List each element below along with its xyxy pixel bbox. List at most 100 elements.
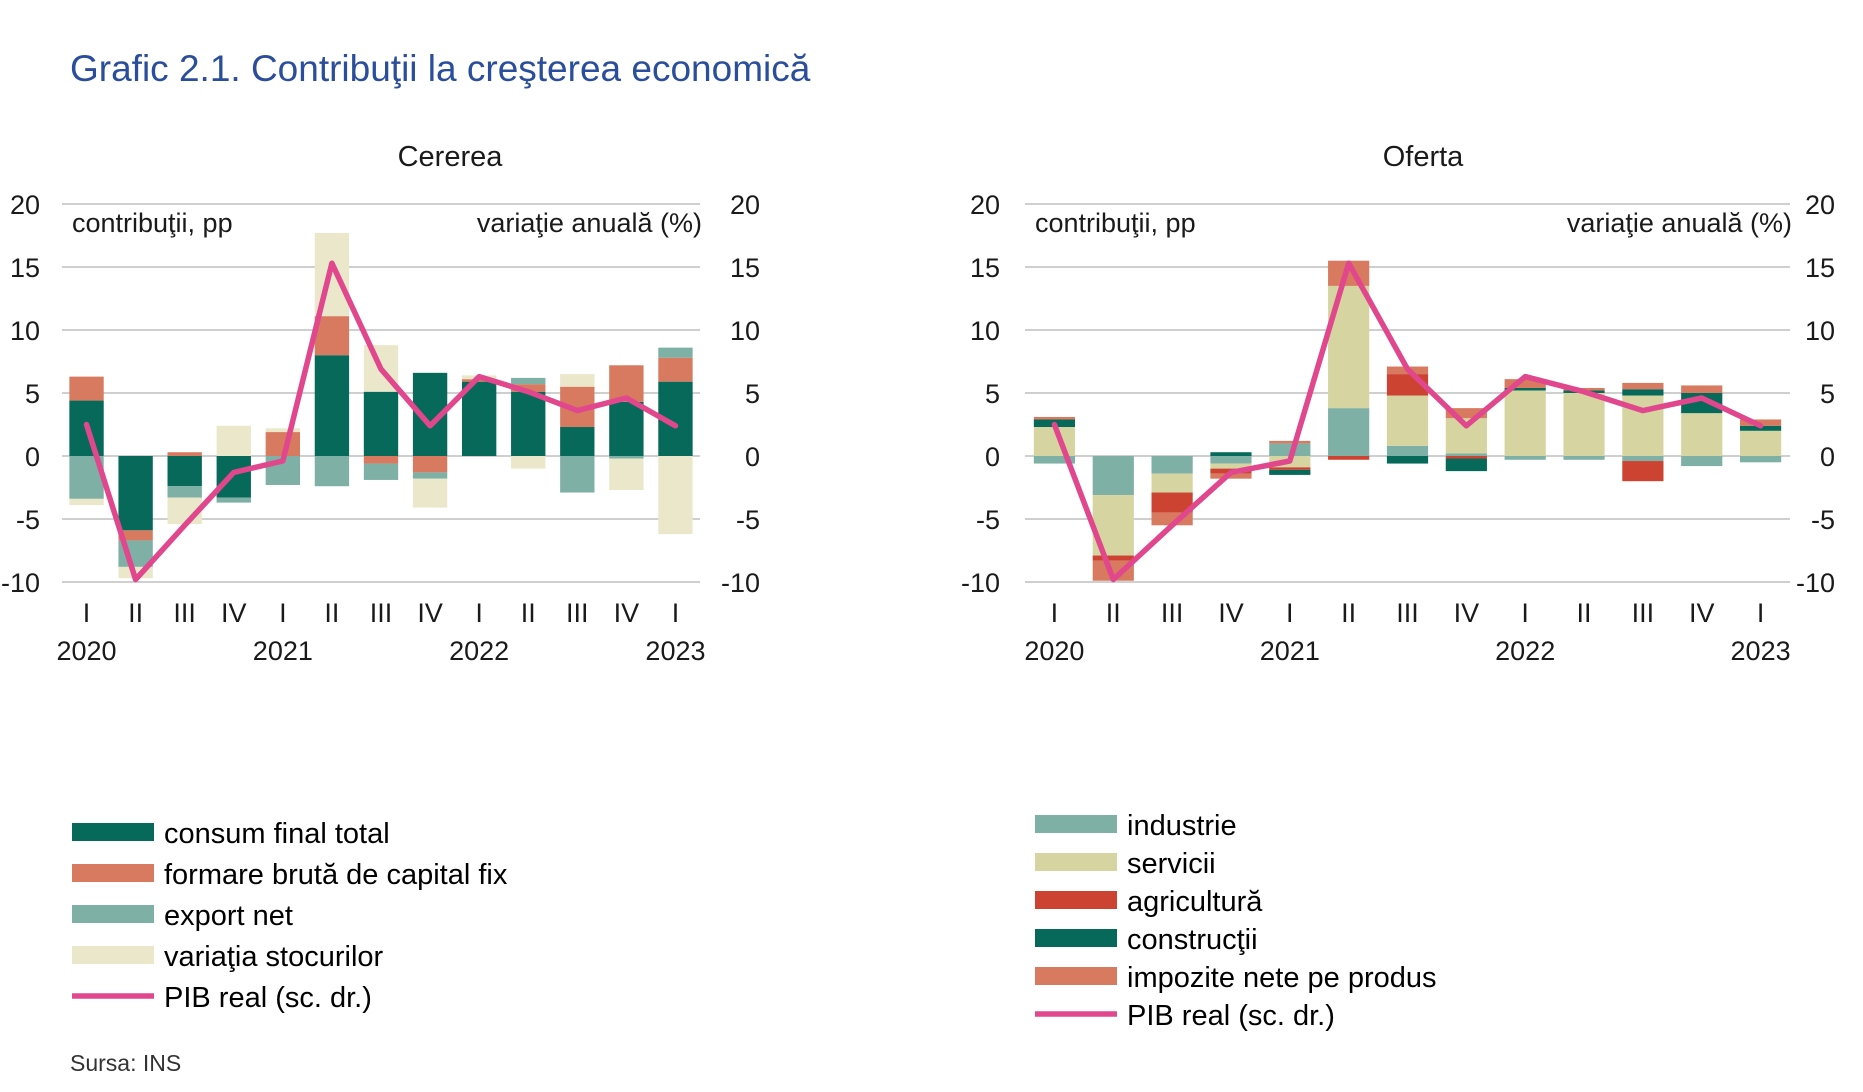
legend-label: consum final total bbox=[164, 818, 390, 850]
legend-label: PIB real (sc. dr.) bbox=[164, 982, 372, 1014]
x-tick-label: II bbox=[521, 598, 536, 628]
bar-segment bbox=[1563, 456, 1605, 460]
bar-segment bbox=[1386, 395, 1429, 446]
x-tick-label: III bbox=[1632, 598, 1655, 628]
bar-segment bbox=[1504, 379, 1546, 388]
bar-segment bbox=[1269, 440, 1311, 444]
bar-segment bbox=[1269, 467, 1311, 470]
bar-segment bbox=[314, 355, 350, 456]
bar-segment bbox=[118, 456, 153, 531]
bar-segment bbox=[511, 456, 546, 469]
right-tick-label: 0 bbox=[1820, 442, 1835, 472]
right-tick-label: 10 bbox=[1805, 316, 1835, 346]
line-pib-real bbox=[1051, 260, 1764, 583]
legend-label: construcţii bbox=[1127, 924, 1258, 956]
bar-segment bbox=[412, 456, 448, 473]
left-tick-label: 0 bbox=[25, 442, 40, 472]
bar-segment bbox=[1092, 560, 1134, 581]
year-label: 2021 bbox=[253, 636, 313, 666]
right-tick-label: -5 bbox=[736, 505, 760, 535]
bar-segment bbox=[560, 374, 595, 387]
left-tick-label: 15 bbox=[10, 253, 40, 283]
bar-segment bbox=[1151, 456, 1193, 474]
page-title: Grafic 2.1. Contribuţii la creşterea eco… bbox=[70, 48, 811, 89]
bar-segment bbox=[1739, 419, 1782, 426]
bar-segment bbox=[1092, 555, 1134, 561]
year-label: 2020 bbox=[1024, 636, 1084, 666]
left-tick-label: 20 bbox=[970, 190, 1000, 220]
bar-segment bbox=[1622, 456, 1664, 462]
legend-label: formare brută de capital fix bbox=[164, 859, 508, 891]
x-tick-label: III bbox=[370, 598, 393, 628]
bar-segment bbox=[461, 381, 497, 456]
bar-segment bbox=[1269, 443, 1311, 456]
right-tick-label: 15 bbox=[730, 253, 760, 283]
x-tick-label: IV bbox=[417, 598, 443, 628]
right-tick-label: 10 bbox=[730, 316, 760, 346]
left-tick-label: 20 bbox=[10, 190, 40, 220]
right-tick-label: 5 bbox=[745, 379, 760, 409]
left-tick-label: 0 bbox=[985, 442, 1000, 472]
bar-segment bbox=[1445, 408, 1487, 419]
bar-segment bbox=[1622, 461, 1664, 482]
legend-swatch bbox=[1035, 815, 1117, 833]
bar-segment bbox=[1092, 456, 1134, 496]
bar-segment bbox=[1504, 390, 1546, 456]
x-tick-label: II bbox=[1577, 598, 1592, 628]
bar-segment bbox=[265, 432, 301, 456]
bar-segment bbox=[167, 456, 202, 487]
x-tick-label: I bbox=[475, 598, 483, 628]
year-label: 2021 bbox=[1260, 636, 1320, 666]
bar-segment bbox=[1151, 492, 1193, 513]
bar-segment bbox=[167, 452, 202, 456]
legend-swatch bbox=[72, 823, 154, 841]
bar-segment bbox=[412, 478, 448, 508]
bar-segment bbox=[1328, 456, 1370, 460]
bar-segment bbox=[363, 391, 399, 456]
bar-segment bbox=[363, 463, 399, 480]
legend-label: industrie bbox=[1127, 810, 1237, 842]
bar-segment bbox=[658, 347, 693, 358]
bar-segment bbox=[658, 456, 693, 535]
chart-cererea: Cererea contribuţii, pp variaţie anuală (%… bbox=[1, 141, 760, 1014]
bar-segment bbox=[1681, 456, 1723, 467]
bar-segment bbox=[412, 472, 448, 479]
x-tick-label: IV bbox=[221, 598, 247, 628]
bar-segment bbox=[1210, 463, 1252, 469]
legend-label: agricultură bbox=[1127, 886, 1263, 918]
x-tick-label: I bbox=[1051, 598, 1059, 628]
bar-segment bbox=[658, 357, 693, 382]
left-tick-label: -10 bbox=[1, 568, 40, 598]
legend-swatch bbox=[1035, 929, 1117, 947]
x-tick-label: II bbox=[128, 598, 143, 628]
right-tick-label: 20 bbox=[1805, 190, 1835, 220]
legend-label: servicii bbox=[1127, 848, 1216, 880]
x-tick-label: I bbox=[83, 598, 91, 628]
bar-segment bbox=[1386, 456, 1429, 464]
bar-segment bbox=[560, 427, 595, 456]
left-tick-label: 10 bbox=[970, 316, 1000, 346]
x-tick-label: III bbox=[1396, 598, 1419, 628]
bar-segment bbox=[167, 486, 202, 498]
bar-segment bbox=[609, 456, 644, 459]
bar-segment bbox=[1210, 456, 1252, 464]
left-tick-label: 5 bbox=[25, 379, 40, 409]
legend-label: variaţia stocurilor bbox=[164, 941, 384, 973]
bar-segment bbox=[1033, 456, 1076, 464]
bar-segment bbox=[1563, 393, 1605, 456]
legend-swatch bbox=[1035, 891, 1117, 909]
bar-segment bbox=[314, 316, 350, 356]
chart-title: Oferta bbox=[1383, 141, 1464, 173]
bar-segment bbox=[511, 391, 546, 456]
x-tick-label: II bbox=[1341, 598, 1356, 628]
right-axis-label: variaţie anuală (%) bbox=[477, 208, 702, 238]
bar-segment bbox=[265, 428, 301, 433]
line-pib-real bbox=[83, 260, 679, 583]
left-tick-label: -10 bbox=[961, 568, 1000, 598]
x-tick-label: I bbox=[1757, 598, 1765, 628]
left-tick-label: 15 bbox=[970, 253, 1000, 283]
x-tick-label: III bbox=[566, 598, 589, 628]
legend-swatch bbox=[72, 946, 154, 964]
left-tick-label: 10 bbox=[10, 316, 40, 346]
